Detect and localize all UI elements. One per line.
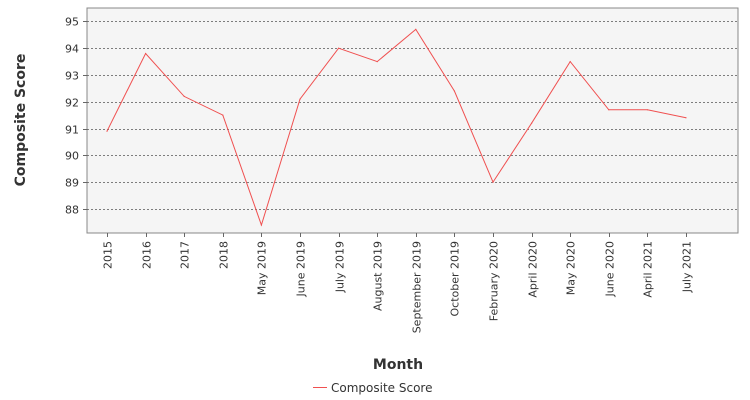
data-point [531, 122, 533, 124]
series-line [106, 28, 687, 227]
y-tick-label: 91 [65, 124, 79, 137]
x-tick-label: May 2019 [256, 241, 269, 295]
x-tick-label: October 2019 [449, 241, 462, 317]
x-tick-label: 2018 [218, 241, 231, 269]
data-point [646, 109, 649, 111]
x-axis-ticks: 2015 2016 2017 2018 May 2019 June 2019 July 20… [102, 233, 694, 333]
data-point [145, 52, 147, 55]
x-tick-label: July 2019 [334, 241, 347, 293]
legend: Composite Score [313, 381, 432, 395]
data-point [608, 109, 610, 111]
x-tick-label: June 2020 [604, 241, 617, 297]
x-tick-label: 2015 [102, 241, 115, 269]
x-tick-label: September 2019 [411, 241, 424, 333]
x-tick-label: April 2020 [527, 241, 540, 298]
data-point [685, 117, 687, 119]
y-tick-label: 95 [65, 16, 79, 29]
y-tick-label: 92 [65, 97, 79, 110]
data-point [376, 61, 378, 63]
data-point [106, 130, 108, 132]
series-lines [106, 28, 687, 227]
x-axis-title: Month [373, 357, 423, 373]
x-tick-label: 2016 [141, 241, 154, 269]
x-tick-label: August 2019 [372, 241, 385, 311]
y-tick-label: 93 [65, 70, 79, 83]
data-point [299, 98, 301, 100]
data-point [415, 28, 417, 30]
data-point [569, 61, 571, 63]
plot-area [86, 7, 739, 234]
x-tick-label: July 2021 [681, 241, 694, 293]
y-axis-ticks: 88 89 90 91 92 93 94 95 [65, 16, 87, 217]
y-tick-label: 94 [65, 43, 79, 56]
legend-label: Composite Score [331, 381, 432, 395]
data-point [338, 47, 340, 49]
data-point [222, 114, 224, 116]
y-tick-label: 89 [65, 177, 79, 190]
data-point [492, 181, 494, 183]
data-point [260, 224, 262, 226]
x-tick-label: 2017 [179, 241, 192, 269]
y-axis-title: Composite Score [13, 54, 29, 187]
y-tick-label: 90 [65, 150, 79, 163]
x-tick-label: February 2020 [488, 241, 501, 321]
data-point [183, 95, 185, 97]
grid-lines [87, 21, 738, 210]
x-tick-label: April 2021 [642, 241, 655, 298]
x-tick-label: June 2019 [295, 241, 308, 297]
data-point [453, 90, 455, 92]
y-tick-label: 88 [65, 204, 79, 217]
x-tick-label: May 2020 [565, 241, 578, 295]
